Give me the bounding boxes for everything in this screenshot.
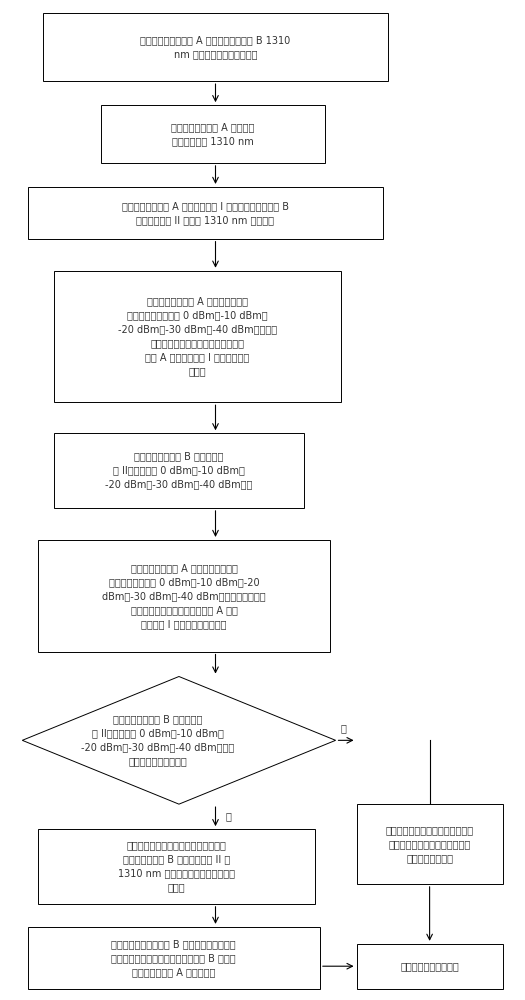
Text: 双向自动校准单元 A 内置光功率计 I 和双向自动校准单元 B
内置光功率计 II 切换到 1310 nm 测量波长: 双向自动校准单元 A 内置光功率计 I 和双向自动校准单元 B 内置光功率计 I… bbox=[122, 201, 289, 225]
FancyBboxPatch shape bbox=[356, 804, 503, 884]
Text: 否: 否 bbox=[341, 723, 346, 733]
FancyBboxPatch shape bbox=[54, 433, 304, 508]
FancyBboxPatch shape bbox=[54, 271, 341, 402]
FancyBboxPatch shape bbox=[27, 927, 320, 989]
Text: 双向自动校准单元 B 内置光功率
计 II（如校准点 0 dBm、-10 dBm、
-20 dBm、-30 dBm、-40 dBm）。: 双向自动校准单元 B 内置光功率 计 II（如校准点 0 dBm、-10 dBm… bbox=[105, 452, 253, 490]
FancyBboxPatch shape bbox=[38, 829, 314, 904]
FancyBboxPatch shape bbox=[356, 944, 503, 989]
Text: 双向自动校准单元 B 内置光功率
计 II（如检验点 0 dBm、-10 dBm、
-20 dBm、-30 dBm、-40 dBm）。并
判断误差是否在范围内: 双向自动校准单元 B 内置光功率 计 II（如检验点 0 dBm、-10 dBm… bbox=[81, 714, 235, 766]
Text: 以双向自动校准单元 A 双向自动校准单元 B 1310
nm 输入光通道为例说明如下: 以双向自动校准单元 A 双向自动校准单元 B 1310 nm 输入光通道为例说明… bbox=[140, 35, 291, 59]
Text: 输入光通道自校准结束: 输入光通道自校准结束 bbox=[400, 961, 459, 971]
Text: 进入双向自动校准单元 B 其它波长输入光通道
自校准过程；然后双向自动校准单元 B 校准双
向自动校准单元 A 输入光通道: 进入双向自动校准单元 B 其它波长输入光通道 自校准过程；然后双向自动校准单元 … bbox=[111, 939, 236, 977]
Text: 双向自动校准单元 A 波长切换
控制，切换到 1310 nm: 双向自动校准单元 A 波长切换 控制，切换到 1310 nm bbox=[171, 122, 255, 146]
FancyBboxPatch shape bbox=[101, 105, 325, 163]
Text: 是: 是 bbox=[226, 811, 232, 821]
FancyBboxPatch shape bbox=[27, 187, 383, 239]
Text: 双向自动校准单元 A 可调光衰减器调
整到相应校准点（如 0 dBm、-10 dBm、
-20 dBm、-30 dBm、-40 dBm）。通过
发指令或直接控制: 双向自动校准单元 A 可调光衰减器调 整到相应校准点（如 0 dBm、-10 d… bbox=[118, 296, 277, 376]
Text: 提示失败（液晶提示、声、光），
保存波长等异常结果的日志，并
可上传到计算机。: 提示失败（液晶提示、声、光）， 保存波长等异常结果的日志，并 可上传到计算机。 bbox=[385, 825, 474, 863]
Text: 标定各个点的误差，并存储差值作为双
向自动校准单元 B 内置光功率计 II 在
1310 nm 输入光测量波长上各个点的
修正值: 标定各个点的误差，并存储差值作为双 向自动校准单元 B 内置光功率计 II 在 … bbox=[118, 840, 235, 892]
Polygon shape bbox=[22, 677, 335, 804]
FancyBboxPatch shape bbox=[43, 13, 388, 81]
FancyBboxPatch shape bbox=[38, 540, 330, 652]
Text: 双向自动校准单元 A 可调光衰减器调整
到相应检验点（如 0 dBm、-10 dBm、-20
dBm、-30 dBm、-40 dBm）。通过发指令或
直接控制读: 双向自动校准单元 A 可调光衰减器调整 到相应检验点（如 0 dBm、-10 d… bbox=[102, 563, 266, 629]
